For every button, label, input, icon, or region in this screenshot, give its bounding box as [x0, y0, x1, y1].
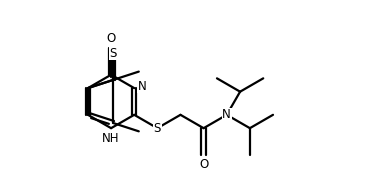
Text: NH: NH [102, 132, 120, 145]
Text: S: S [110, 47, 117, 60]
Text: O: O [107, 32, 116, 45]
Text: O: O [199, 158, 208, 171]
Text: N: N [222, 108, 231, 121]
Text: S: S [154, 122, 161, 135]
Text: N: N [138, 80, 147, 93]
